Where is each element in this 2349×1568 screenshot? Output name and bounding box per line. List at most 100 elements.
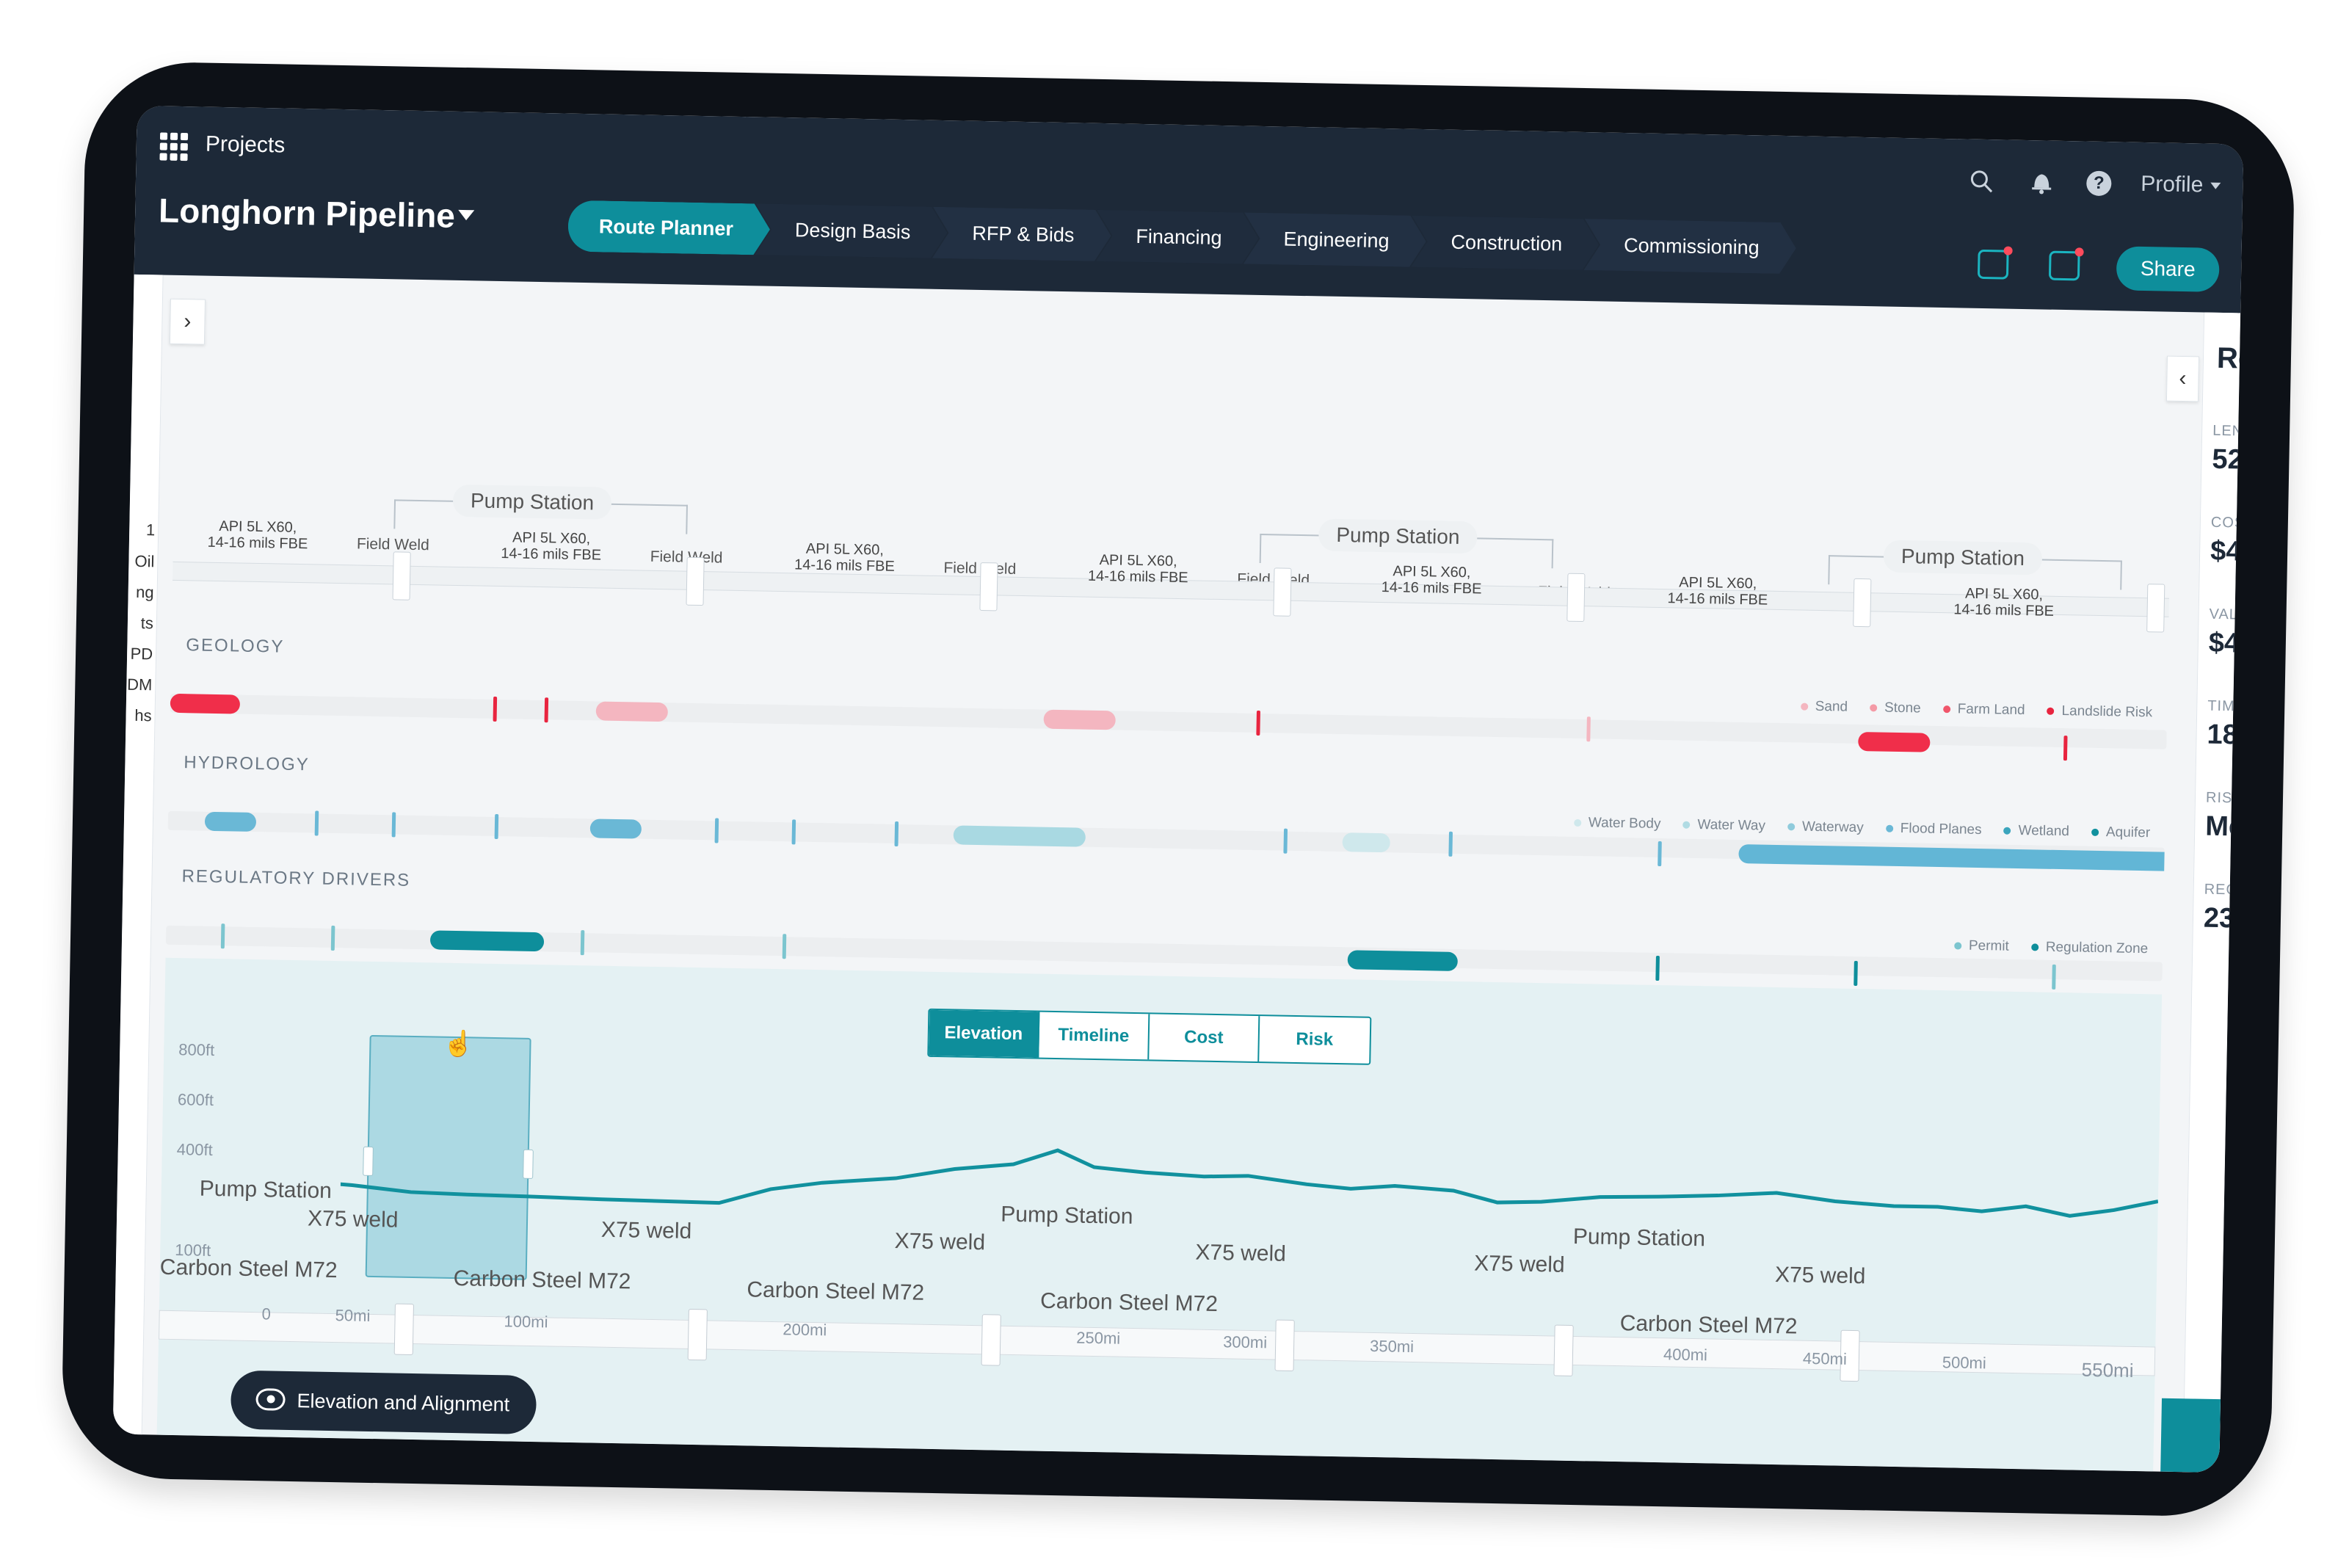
tab-route-planner[interactable]: Route Planner [567, 200, 770, 255]
pump-station-label[interactable]: Pump Station [1883, 540, 2043, 576]
geology-tick[interactable] [493, 696, 498, 722]
legend-label: Permit [1968, 937, 2010, 954]
hydrology-tick[interactable] [1448, 831, 1453, 857]
hydrology-segment[interactable] [953, 825, 1086, 847]
ruler-joint[interactable] [1274, 1319, 1295, 1372]
project-name[interactable]: Longhorn Pipeline [158, 191, 456, 235]
hydrology-tick[interactable] [391, 812, 396, 838]
pump-station-label[interactable]: Pump Station [452, 484, 612, 520]
hydrology-tick[interactable] [791, 819, 796, 845]
legend-label: Farm Land [1957, 701, 2025, 719]
legend-dot [2030, 943, 2038, 951]
summary-row: TIM 18 [2207, 698, 2239, 752]
hydrology-tick[interactable] [1283, 828, 1288, 854]
legend-item: Aquifer [2091, 824, 2150, 841]
legend-item: Flood Planes [1885, 821, 1982, 838]
weld-joint[interactable] [1566, 573, 1586, 623]
regulatory-segment[interactable] [429, 930, 545, 952]
hydrology-segment[interactable] [204, 811, 257, 832]
hydrology-segment[interactable] [589, 819, 642, 839]
regulatory-tick[interactable] [1655, 955, 1660, 981]
pump-station-label[interactable]: Pump Station [1562, 1222, 1716, 1254]
pump-station-label[interactable]: Pump Station [190, 1175, 341, 1206]
regulatory-section-title: REGULATORY DRIVERS [181, 866, 411, 890]
mile-label: 400mi [1663, 1345, 1708, 1365]
geology-segment[interactable] [170, 693, 241, 714]
toggle-label: Elevation and Alignment [297, 1389, 510, 1415]
left-rail-text: PD [130, 644, 153, 664]
help-icon[interactable]: ? [2085, 170, 2112, 197]
weld-joint[interactable] [1853, 578, 1872, 628]
pump-station-label[interactable]: Pump Station [1318, 518, 1478, 554]
hydrology-segment[interactable] [1342, 832, 1390, 853]
weld-joint[interactable] [392, 551, 411, 600]
tab-rfp-bids[interactable]: RFP & Bids [932, 207, 1111, 261]
profile-menu[interactable]: Profile [2141, 172, 2221, 198]
top-bar: Projects Longhorn Pipeline Route Planner… [134, 105, 2244, 313]
hydrology-tick[interactable] [494, 813, 499, 840]
hydrology-tick[interactable] [714, 818, 719, 843]
hydrology-tick[interactable] [314, 810, 319, 836]
regulatory-tick[interactable] [2052, 964, 2056, 990]
legend-label: Regulation Zone [2045, 939, 2149, 957]
legend-item: Water Body [1573, 815, 1661, 832]
tab-construction[interactable]: Construction [1411, 216, 1600, 271]
hydrology-segment[interactable] [1738, 844, 2165, 871]
ruler-joint[interactable] [393, 1303, 414, 1356]
geology-tick[interactable] [544, 697, 549, 723]
pipe-spec-line: 14-16 mils FBE [1667, 590, 1768, 609]
tab-financing[interactable]: Financing [1096, 210, 1259, 264]
hydrology-tick[interactable] [1658, 841, 1662, 867]
hydrology-tick[interactable] [894, 821, 899, 847]
weld-joint[interactable] [1273, 567, 1292, 617]
regulatory-tick[interactable] [782, 934, 787, 959]
legend-item: Wetland [2003, 823, 2069, 841]
legend-dot [1953, 942, 1962, 950]
tab-engineering[interactable]: Engineering [1244, 213, 1426, 268]
legend-dot [1682, 821, 1691, 829]
weld-label: X75 weld [1473, 1251, 1565, 1277]
weld-joint[interactable] [2146, 584, 2165, 633]
ruler-joint[interactable] [1553, 1324, 1574, 1376]
geology-legend: Sand Stone Farm Land Landslide Risk [1800, 699, 2152, 722]
bell-icon[interactable] [2026, 167, 2058, 198]
regulatory-tick[interactable] [220, 923, 225, 949]
regulatory-tick[interactable] [1854, 960, 1858, 986]
mile-label: 450mi [1802, 1349, 1848, 1368]
regulatory-tick[interactable] [330, 925, 335, 951]
geology-segment[interactable] [595, 701, 669, 722]
project-dropdown-caret-icon[interactable] [458, 209, 475, 221]
geology-tick[interactable] [1256, 710, 1260, 736]
regulatory-segment[interactable] [1347, 950, 1458, 972]
material-label: Carbon Steel M72 [1039, 1288, 1219, 1317]
search-icon[interactable] [1966, 166, 1997, 197]
legend-dot [1787, 823, 1796, 831]
app-screen: Projects Longhorn Pipeline Route Planner… [112, 105, 2244, 1473]
legend-item: Landslide Risk [2047, 703, 2152, 722]
material-label: Carbon Steel M72 [1619, 1311, 1798, 1339]
hydrology-legend: Water Body Water Way Waterway Flood Plan… [1573, 815, 2150, 841]
elevation-alignment-toggle[interactable]: Elevation and Alignment [230, 1370, 537, 1435]
ruler-joint[interactable] [981, 1314, 1001, 1366]
tab-design-basis[interactable]: Design Basis [755, 203, 948, 258]
projects-link[interactable]: Projects [205, 131, 286, 158]
pump-station-label[interactable]: Pump Station [990, 1200, 1144, 1232]
legend-label: Stone [1884, 700, 1921, 716]
regulatory-tick[interactable] [580, 930, 585, 956]
ruler-joint[interactable] [687, 1308, 708, 1361]
legend-dot [1573, 819, 1581, 827]
geology-segment[interactable] [1858, 731, 1931, 752]
share-button[interactable]: Share [2116, 246, 2220, 292]
geology-tick[interactable] [1586, 716, 1591, 742]
elevation-line [293, 1148, 2159, 1218]
activity-chart-icon[interactable] [1977, 246, 2013, 280]
tab-commissioning[interactable]: Commissioning [1584, 219, 1797, 274]
pipe-spec-line: 14-16 mils FBE [501, 545, 602, 564]
weld-joint[interactable] [686, 556, 705, 606]
weld-joint[interactable] [979, 562, 998, 611]
comments-icon[interactable] [2048, 247, 2084, 281]
apps-grid-icon[interactable] [159, 132, 189, 161]
pipe-spec: API 5L X60, 14-16 mils FBE [774, 540, 915, 575]
geology-tick[interactable] [2063, 736, 2068, 761]
geology-segment[interactable] [1043, 709, 1116, 730]
